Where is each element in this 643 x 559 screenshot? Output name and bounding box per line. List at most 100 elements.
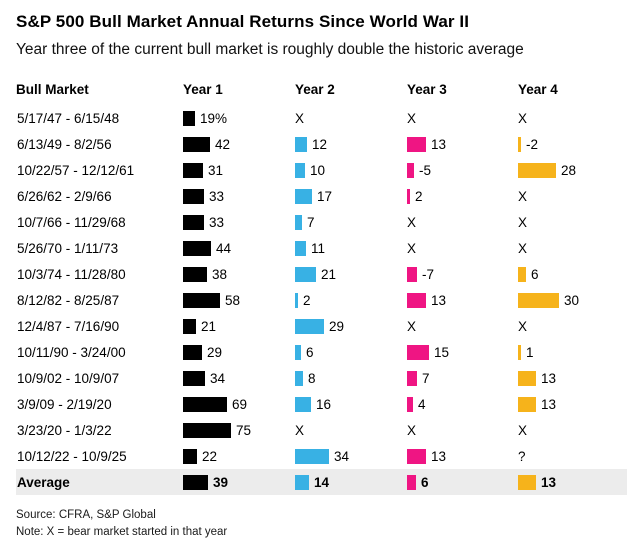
bear-market-marker: X <box>518 318 528 334</box>
year-1-bar <box>183 136 210 152</box>
year-1-value: 44 <box>216 240 232 256</box>
year-4-bar <box>518 266 526 282</box>
unknown-marker: ? <box>518 448 526 464</box>
year-2-value: 14 <box>314 474 330 490</box>
table-body: 5/17/47 - 6/15/48 19% X X X 6/13/49 - 8/2/56 4… <box>16 105 627 495</box>
chart-subtitle: Year three of the current bull market is… <box>16 41 524 58</box>
year-2-value: 8 <box>308 370 316 386</box>
year-2-value: 17 <box>317 188 333 204</box>
year-4-cell: 28 <box>518 162 628 178</box>
year-1-cell: 75 <box>183 422 295 438</box>
year-1-bar <box>183 214 204 230</box>
year-3-cell: 7 <box>407 370 518 386</box>
year-2-cell: 6 <box>295 344 407 360</box>
year-1-cell: 42 <box>183 136 295 152</box>
column-header-year-4: Year 4 <box>518 81 558 97</box>
bear-market-marker: X <box>518 422 528 438</box>
year-3-bar <box>407 448 426 464</box>
bear-market-marker: X <box>518 110 528 126</box>
year-1-cell: 38 <box>183 266 295 282</box>
year-1-cell: 69 <box>183 396 295 412</box>
year-1-bar <box>183 344 202 360</box>
year-2-cell: X <box>295 423 407 438</box>
bear-market-marker: X <box>518 214 528 230</box>
year-3-value: 4 <box>418 396 426 412</box>
year-4-value: -2 <box>526 136 539 152</box>
year-1-bar <box>183 188 204 204</box>
bear-market-marker: X <box>407 240 417 256</box>
year-2-bar <box>295 344 301 360</box>
column-header-year-1: Year 1 <box>183 81 223 97</box>
year-1-cell: 29 <box>183 344 295 360</box>
bull-market-period: 5/17/47 - 6/15/48 <box>17 110 120 126</box>
bull-market-period: 10/7/66 - 11/29/68 <box>17 214 126 230</box>
bull-market-period: 3/9/09 - 2/19/20 <box>17 396 112 412</box>
year-2-value: 34 <box>334 448 350 464</box>
bear-market-marker: X <box>518 240 528 256</box>
year-3-cell: 4 <box>407 396 518 412</box>
table-row: 5/26/70 - 1/11/73 44 11 X X <box>16 235 627 261</box>
year-4-bar <box>518 344 521 360</box>
year-1-cell: 19% <box>183 110 295 126</box>
year-3-cell: X <box>407 423 518 438</box>
table-row: 6/13/49 - 8/2/56 42 12 13 -2 <box>16 131 627 157</box>
bull-market-period: 10/3/74 - 11/28/80 <box>17 266 126 282</box>
year-1-bar <box>183 266 207 282</box>
year-4-bar <box>518 136 521 152</box>
table-row: 5/17/47 - 6/15/48 19% X X X <box>16 105 627 131</box>
year-2-cell: 8 <box>295 370 407 386</box>
year-4-value: 28 <box>561 162 577 178</box>
year-4-cell: X <box>518 215 628 230</box>
year-1-value: 34 <box>210 370 226 386</box>
year-4-cell: X <box>518 319 628 334</box>
bull-market-period: 3/23/20 - 1/3/22 <box>17 422 112 438</box>
year-2-bar <box>295 292 298 308</box>
column-header-year-2: Year 2 <box>295 81 335 97</box>
bear-market-marker: X <box>295 110 305 126</box>
average-row: Average 39 14 6 13 <box>16 469 627 495</box>
year-2-bar <box>295 474 309 490</box>
year-3-value: 13 <box>431 136 447 152</box>
year-4-bar <box>518 474 536 490</box>
year-3-cell: X <box>407 111 518 126</box>
year-1-value: 31 <box>208 162 224 178</box>
year-2-value: 21 <box>321 266 337 282</box>
year-2-bar <box>295 370 303 386</box>
year-2-cell: 21 <box>295 266 407 282</box>
bull-market-period: 10/22/57 - 12/12/61 <box>17 162 135 178</box>
year-3-value: 2 <box>415 188 423 204</box>
year-1-bar <box>183 162 203 178</box>
year-4-value: 6 <box>531 266 539 282</box>
year-3-bar <box>407 474 416 490</box>
year-3-bar <box>407 162 414 178</box>
year-2-cell: 17 <box>295 188 407 204</box>
table-row: 10/12/22 - 10/9/25 22 34 13? <box>16 443 627 469</box>
year-4-bar <box>518 162 556 178</box>
year-3-cell: -5 <box>407 162 518 178</box>
year-1-bar <box>183 318 196 334</box>
year-1-value: 22 <box>202 448 218 464</box>
year-1-bar <box>183 110 195 126</box>
year-1-cell: 21 <box>183 318 295 334</box>
bull-market-table: Bull Market Year 1 Year 2 Year 3 Year 4 5/17… <box>16 75 627 495</box>
table-row: 10/9/02 - 10/9/07 34 8 7 13 <box>16 365 627 391</box>
year-1-bar <box>183 422 231 438</box>
year-2-value: 2 <box>303 292 311 308</box>
bull-market-period: 6/13/49 - 8/2/56 <box>17 136 112 152</box>
year-2-bar <box>295 188 312 204</box>
year-3-bar <box>407 344 429 360</box>
year-3-value: -7 <box>422 266 435 282</box>
chart-footer: Source: CFRA, S&P Global Note: X = bear … <box>16 507 627 540</box>
bull-market-period: 6/26/62 - 2/9/66 <box>17 188 112 204</box>
year-2-bar <box>295 266 316 282</box>
year-1-value: 58 <box>225 292 241 308</box>
year-4-cell: 6 <box>518 266 628 282</box>
source-note: Source: CFRA, S&P Global <box>16 509 156 521</box>
year-1-value: 69 <box>232 396 248 412</box>
table-row: 12/4/87 - 7/16/90 21 29 X X <box>16 313 627 339</box>
year-2-cell: 2 <box>295 292 407 308</box>
year-3-bar <box>407 370 417 386</box>
year-4-bar <box>518 396 536 412</box>
year-4-cell: 13 <box>518 474 628 490</box>
year-1-cell: 22 <box>183 448 295 464</box>
